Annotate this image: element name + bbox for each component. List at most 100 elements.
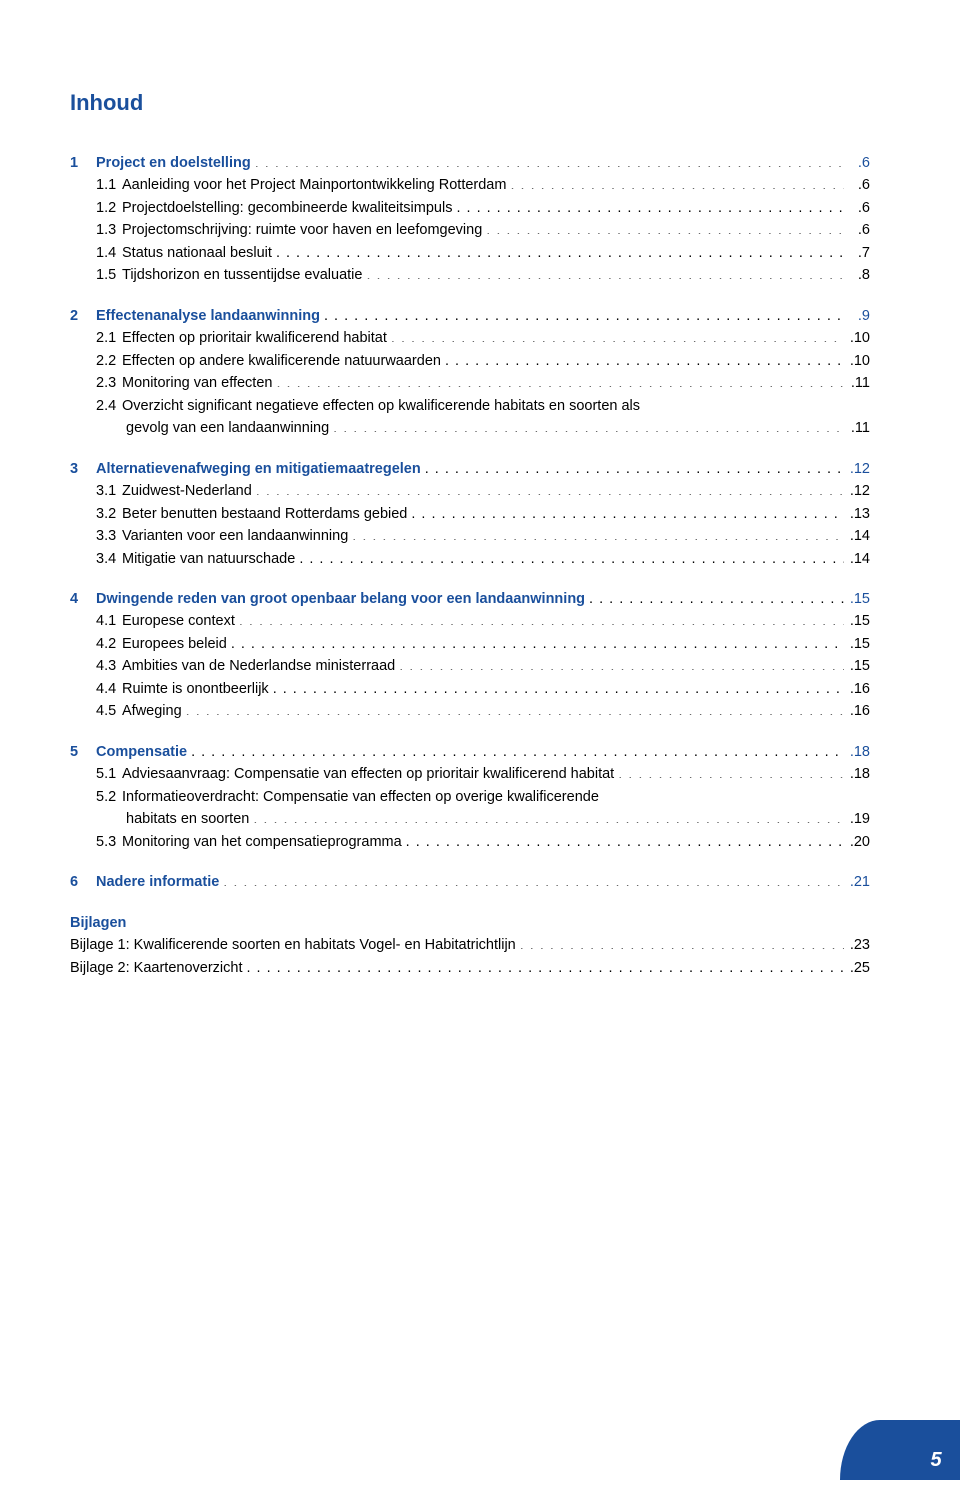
toc-leader: [256, 481, 844, 496]
toc-label: Informatieoverdracht: Compensatie van ef…: [122, 786, 599, 808]
toc-number: 3.1: [96, 480, 122, 502]
toc-label: Compensatie: [96, 741, 187, 763]
toc-leader: [299, 548, 844, 563]
toc-page: .15: [848, 633, 870, 655]
toc-leader: [324, 305, 844, 320]
toc-page: .9: [848, 305, 870, 327]
toc-page: .18: [848, 741, 870, 763]
toc-label: Bijlage 1: Kwalificerende soorten en hab…: [70, 934, 516, 956]
toc-row: 1Project en doelstelling.6: [70, 152, 870, 174]
toc-leader: [276, 373, 844, 388]
toc-page: .15: [848, 655, 870, 677]
toc-row: 4.3Ambities van de Nederlandse ministerr…: [70, 655, 870, 677]
toc-leader: [445, 350, 844, 365]
toc-label: Projectomschrijving: ruimte voor haven e…: [122, 219, 482, 241]
toc-number: 4.4: [96, 678, 122, 700]
toc-row: 1.2Projectdoelstelling: gecombineerde kw…: [70, 197, 870, 219]
toc-section: 1Project en doelstelling.61.1Aanleiding …: [70, 152, 870, 287]
toc-page: .21: [848, 871, 870, 893]
toc-number: 1.4: [96, 242, 122, 264]
toc-row: 5.2Informatieoverdracht: Compensatie van…: [70, 786, 870, 808]
toc-number: 2.2: [96, 350, 122, 372]
toc-label-text: Status nationaal besluit: [122, 245, 272, 261]
toc-label-text: gevolg van een landaanwinning: [126, 420, 329, 436]
toc-label: Ruimte is onontbeerlijk: [122, 678, 269, 700]
toc-leader: [273, 678, 844, 693]
toc-leader: [406, 831, 844, 846]
toc-section: 2Effectenanalyse landaanwinning.92.1Effe…: [70, 305, 870, 440]
toc-label: Aanleiding voor het Project Mainportontw…: [122, 174, 506, 196]
toc-number: 4.1: [96, 610, 122, 632]
toc-label-text: Monitoring van het compensatieprogramma: [122, 834, 402, 850]
toc-row: 2Effectenanalyse landaanwinning.9: [70, 305, 870, 327]
toc-leader: [411, 503, 844, 518]
toc-leader: [510, 175, 844, 190]
toc-label: Overzicht significant negatieve effecten…: [122, 395, 640, 417]
toc-row: gevolg van een landaanwinning.11: [70, 417, 870, 439]
toc-leader: [589, 588, 844, 603]
toc-label-text: Varianten voor een landaanwinning: [122, 528, 348, 544]
toc-label: Adviesaanvraag: Compensatie van effecten…: [122, 763, 614, 785]
toc-label-text: Overzicht significant negatieve effecten…: [122, 398, 640, 414]
toc-label: Alternatievenafweging en mitigatiemaatre…: [96, 458, 421, 480]
toc-label: Project en doelstelling: [96, 152, 251, 174]
toc-label-text: Mitigatie van natuurschade: [122, 551, 295, 567]
page-corner-decoration: 5: [840, 1420, 960, 1480]
toc-leader: [253, 809, 844, 824]
toc-label-text: Effecten op prioritair kwalificerend hab…: [122, 330, 387, 346]
toc-number: 3.3: [96, 525, 122, 547]
toc-page: .15: [848, 588, 870, 610]
toc-row: 3.1Zuidwest-Nederland .12: [70, 480, 870, 502]
toc-label: habitats en soorten: [126, 808, 249, 830]
toc-row: habitats en soorten.19: [70, 808, 870, 830]
toc-page: .11: [848, 372, 870, 394]
toc-leader: [425, 458, 844, 473]
toc-page: .20: [848, 831, 870, 853]
toc-label: Effecten op prioritair kwalificerend hab…: [122, 327, 387, 349]
bijlagen-title: Bijlagen: [70, 912, 870, 934]
toc-number: 4.5: [96, 700, 122, 722]
toc-row: 1.4Status nationaal besluit.7: [70, 242, 870, 264]
toc-page: .14: [848, 548, 870, 570]
toc-label-text: Compensatie: [96, 744, 187, 760]
toc-row: 5.1Adviesaanvraag: Compensatie van effec…: [70, 763, 870, 785]
toc-row: 4.2Europees beleid .15: [70, 633, 870, 655]
toc-number: 2.3: [96, 372, 122, 394]
toc-label-text: Alternatievenafweging en mitigatiemaatre…: [96, 461, 421, 477]
toc-label-text: Zuidwest-Nederland: [122, 483, 252, 499]
toc-page: .6: [848, 197, 870, 219]
toc-label-text: Monitoring van effecten: [122, 375, 272, 391]
toc-number: 4.2: [96, 633, 122, 655]
toc-number: 4.3: [96, 655, 122, 677]
toc-label-text: Projectdoelstelling: gecombineerde kwali…: [122, 200, 452, 216]
toc-label-text: Europese context: [122, 613, 235, 629]
toc-page: .6: [848, 219, 870, 241]
toc-label-text: Dwingende reden van groot openbaar belan…: [96, 591, 585, 607]
toc-label: Varianten voor een landaanwinning: [122, 525, 348, 547]
toc-section: 5Compensatie.185.1Adviesaanvraag: Compen…: [70, 741, 870, 853]
toc-label-text: Afweging: [122, 703, 182, 719]
toc-page: .16: [848, 700, 870, 722]
toc-label: Tijdshorizon en tussentijdse evaluatie: [122, 264, 362, 286]
toc-label: Dwingende reden van groot openbaar belan…: [96, 588, 585, 610]
toc-leader: [456, 197, 844, 212]
toc-leader: [255, 153, 844, 168]
toc-label: Europese context: [122, 610, 235, 632]
toc-label-text: habitats en soorten: [126, 811, 249, 827]
toc-label-text: Beter benutten bestaand Rotterdams gebie…: [122, 506, 407, 522]
toc-label: Status nationaal besluit: [122, 242, 272, 264]
toc-number: 2.1: [96, 327, 122, 349]
toc-label-text: Bijlage 2: Kaartenoverzicht: [70, 960, 243, 976]
toc-leader: [618, 764, 844, 779]
toc-page: .25: [848, 957, 870, 979]
toc-number: 3.4: [96, 548, 122, 570]
toc-page: .12: [848, 480, 870, 502]
toc-number: 2.4: [96, 395, 122, 417]
toc-label: Europees beleid: [122, 633, 227, 655]
toc-number: 1.3: [96, 219, 122, 241]
page-number: 5: [912, 1440, 960, 1480]
toc-number: 5.3: [96, 831, 122, 853]
toc-leader: [352, 526, 844, 541]
toc-row: 4.4Ruimte is onontbeerlijk.16: [70, 678, 870, 700]
toc-row: 4Dwingende reden van groot openbaar bela…: [70, 588, 870, 610]
